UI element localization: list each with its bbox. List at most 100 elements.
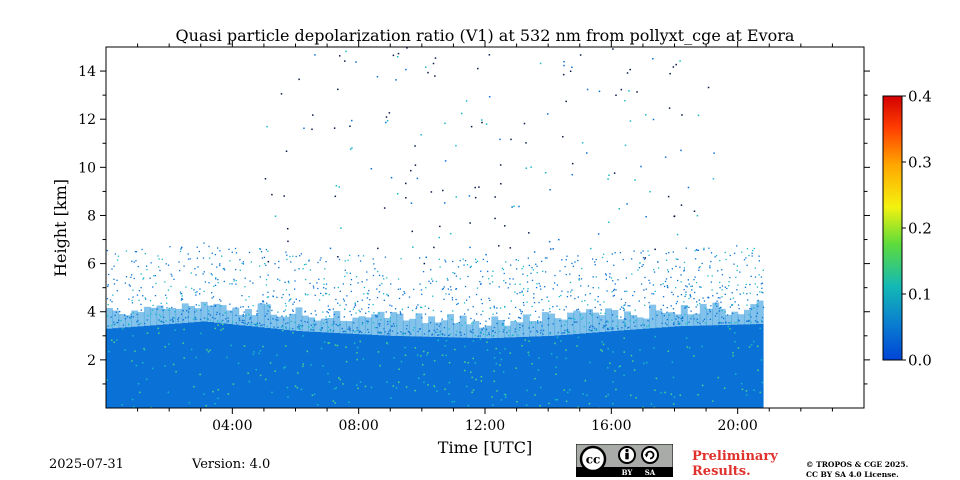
heatmap-speck xyxy=(150,262,152,264)
heatmap-speck xyxy=(132,296,134,298)
heatmap-speck xyxy=(634,309,636,311)
heatmap-column xyxy=(636,329,644,408)
heatmap-speck xyxy=(227,393,230,395)
heatmap-speck xyxy=(297,327,299,329)
heatmap-speck xyxy=(220,300,222,302)
heatmap-speck xyxy=(154,294,157,297)
heatmap-speck xyxy=(702,320,704,322)
heatmap-speck xyxy=(375,316,377,318)
heatmap-speck xyxy=(259,276,261,278)
heatmap-speck xyxy=(698,269,700,271)
heatmap-column xyxy=(106,328,113,408)
heatmap-speck xyxy=(397,288,400,290)
heatmap-speck xyxy=(376,326,378,329)
heatmap-speck xyxy=(332,400,335,402)
heatmap-speck xyxy=(493,307,496,309)
heatmap-speck xyxy=(686,305,689,308)
heatmap-column xyxy=(762,323,764,408)
heatmap-speck xyxy=(685,306,687,308)
heatmap-speck xyxy=(737,347,740,349)
heatmap-speck xyxy=(130,276,132,278)
heatmap-speck xyxy=(749,308,751,310)
heatmap-speck xyxy=(328,381,331,383)
heatmap-speck xyxy=(499,138,501,141)
heatmap-speck xyxy=(400,313,402,316)
heatmap-speck xyxy=(759,327,761,330)
heatmap-speck xyxy=(595,258,597,261)
heatmap-speck xyxy=(352,329,354,332)
heatmap-speck xyxy=(404,346,406,349)
heatmap-speck xyxy=(386,333,389,335)
heatmap-speck xyxy=(739,293,741,295)
heatmap-speck xyxy=(427,307,430,310)
heatmap-column xyxy=(630,329,638,408)
heatmap-column-edge xyxy=(554,318,562,336)
heatmap-speck xyxy=(683,267,686,269)
heatmap-speck xyxy=(199,373,201,376)
heatmap-speck xyxy=(454,348,456,351)
heatmap-speck xyxy=(287,280,290,283)
heatmap-speck xyxy=(252,304,254,307)
heatmap-speck xyxy=(205,405,208,407)
heatmap-speck xyxy=(652,118,655,121)
heatmap-speck xyxy=(131,299,133,302)
heatmap-column xyxy=(301,331,309,408)
heatmap-speck xyxy=(455,144,457,147)
heatmap-column-edge xyxy=(131,310,139,327)
heatmap-column xyxy=(377,335,385,408)
heatmap-speck xyxy=(356,327,358,329)
heatmap-speck xyxy=(267,305,269,307)
heatmap-speck xyxy=(342,298,345,300)
heatmap-speck xyxy=(757,299,759,302)
heatmap-column-edge xyxy=(358,316,366,335)
heatmap-speck xyxy=(680,149,682,152)
heatmap-speck xyxy=(455,288,458,290)
heatmap-column xyxy=(642,328,650,408)
heatmap-speck xyxy=(247,321,250,324)
heatmap-speck xyxy=(723,317,725,320)
heatmap-speck xyxy=(309,269,311,271)
heatmap-column xyxy=(737,324,745,408)
heatmap-speck xyxy=(300,388,303,391)
heatmap-speck xyxy=(187,316,189,318)
heatmap-speck xyxy=(719,281,721,284)
heatmap-speck xyxy=(687,186,690,189)
heatmap-speck xyxy=(407,330,410,333)
heatmap-speck xyxy=(466,264,469,266)
heatmap-speck xyxy=(596,329,598,331)
heatmap-speck xyxy=(282,293,284,296)
heatmap-speck xyxy=(558,238,560,241)
heatmap-speck xyxy=(420,355,422,357)
heatmap-speck xyxy=(232,321,234,323)
heatmap-speck xyxy=(342,383,344,385)
heatmap-speck xyxy=(598,90,601,93)
heatmap-speck xyxy=(181,298,183,300)
heatmap-speck xyxy=(690,318,692,320)
heatmap-speck xyxy=(540,329,542,332)
heatmap-speck xyxy=(747,299,749,301)
heatmap-speck xyxy=(505,327,507,329)
heatmap-column xyxy=(548,335,556,408)
heatmap-speck xyxy=(454,272,456,275)
heatmap-speck xyxy=(208,245,210,248)
heatmap-speck xyxy=(349,328,351,331)
heatmap-speck xyxy=(252,353,255,356)
heatmap-speck xyxy=(582,393,585,395)
heatmap-speck xyxy=(729,298,732,300)
heatmap-speck xyxy=(607,321,609,323)
heatmap-speck xyxy=(474,186,476,189)
heatmap-speck xyxy=(721,269,723,271)
heatmap-speck xyxy=(264,315,266,317)
heatmap-speck xyxy=(180,313,183,315)
heatmap-speck xyxy=(491,281,494,283)
heatmap-speck xyxy=(489,283,491,285)
heatmap-speck xyxy=(278,266,280,269)
heatmap-speck xyxy=(198,304,200,307)
heatmap-speck xyxy=(149,277,151,279)
heatmap-column-edge xyxy=(200,301,208,322)
heatmap-speck xyxy=(606,320,608,322)
heatmap-speck xyxy=(672,323,675,326)
heatmap-speck xyxy=(346,272,348,274)
heatmap-speck xyxy=(203,317,206,319)
heatmap-speck xyxy=(410,202,413,204)
